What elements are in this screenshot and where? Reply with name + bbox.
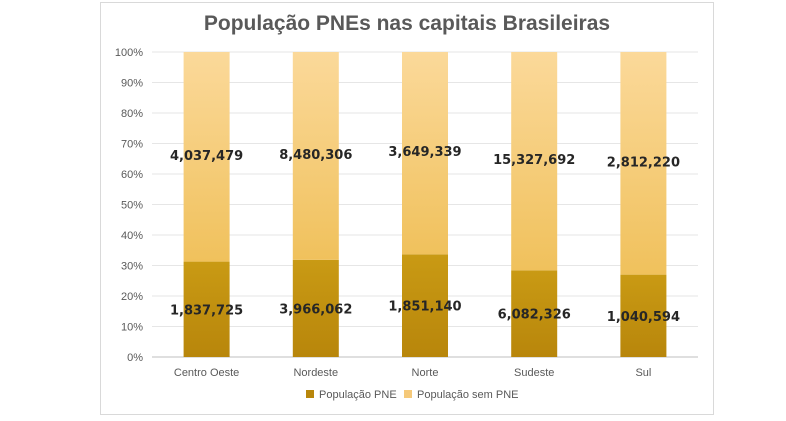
bar-populacao-pne	[402, 254, 448, 357]
data-label-pne: 6,082,326	[498, 308, 571, 323]
bar-populacao-sem-pne	[511, 52, 558, 271]
data-label-pne: 1,851,140	[388, 300, 461, 315]
data-label-sem-pne: 4,037,479	[170, 149, 243, 164]
data-labels: 1,837,725 4,037,479 3,966,062 8,480,306 1,85…	[170, 145, 680, 325]
x-axis: Centro Oeste Nordeste Norte Sudeste Sul	[174, 367, 651, 379]
data-label-sem-pne: 2,812,220	[607, 155, 680, 170]
legend: População PNE População sem PNE	[306, 389, 519, 401]
x-tick-label: Sudeste	[514, 367, 554, 379]
y-axis: 0% 10% 20% 30% 40% 50% 60% 70% 80% 90% 100%	[115, 47, 143, 364]
y-tick-label: 100%	[115, 47, 143, 59]
x-tick-label: Nordeste	[293, 367, 338, 379]
data-label-sem-pne: 15,327,692	[493, 153, 575, 168]
bar-populacao-sem-pne	[620, 52, 667, 275]
data-label-pne: 3,966,062	[279, 302, 352, 317]
data-label-sem-pne: 8,480,306	[279, 148, 352, 163]
y-tick-label: 90%	[121, 78, 143, 90]
bars	[183, 52, 667, 357]
y-tick-label: 10%	[121, 322, 143, 334]
bar-populacao-pne	[292, 259, 339, 357]
y-tick-label: 40%	[121, 230, 143, 242]
legend-swatch-pne	[306, 390, 314, 398]
bar-populacao-sem-pne	[292, 52, 339, 260]
bar-populacao-sem-pne	[183, 52, 230, 262]
y-tick-label: 60%	[121, 169, 143, 181]
bar-populacao-sem-pne	[402, 52, 448, 255]
y-tick-label: 0%	[127, 352, 143, 364]
legend-label-sem-pne: População sem PNE	[417, 389, 519, 401]
bar-populacao-pne	[183, 261, 230, 357]
y-tick-label: 70%	[121, 139, 143, 151]
bar-populacao-pne	[620, 274, 667, 357]
bar-populacao-pne	[511, 270, 558, 357]
y-tick-label: 80%	[121, 108, 143, 120]
legend-swatch-sem-pne	[404, 390, 412, 398]
data-label-pne: 1,040,594	[607, 310, 680, 325]
y-tick-label: 30%	[121, 261, 143, 273]
data-label-pne: 1,837,725	[170, 303, 243, 318]
y-tick-label: 20%	[121, 291, 143, 303]
data-label-sem-pne: 3,649,339	[388, 145, 461, 160]
y-tick-label: 50%	[121, 200, 143, 212]
x-tick-label: Norte	[412, 367, 439, 379]
legend-label-pne: População PNE	[319, 389, 397, 401]
x-tick-label: Sul	[635, 367, 651, 379]
chart-title: População PNEs nas capitais Brasileiras	[203, 12, 611, 35]
x-tick-label: Centro Oeste	[174, 367, 239, 379]
